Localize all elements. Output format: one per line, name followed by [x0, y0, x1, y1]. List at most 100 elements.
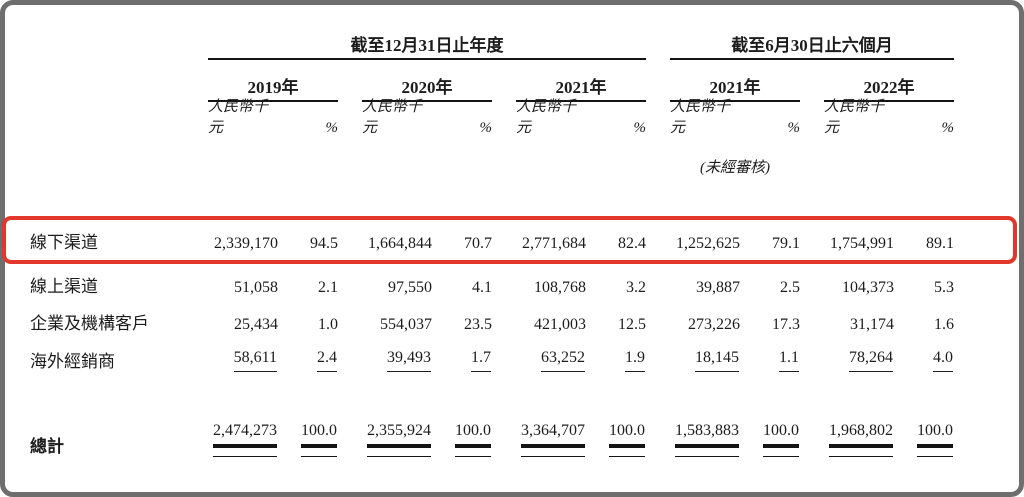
double-ruled-value: 3,364,707: [517, 422, 586, 457]
unaudited-note: (未經審核): [700, 160, 770, 176]
cell-percent: 100.0: [894, 422, 954, 457]
table-row-online-channels: 線上渠道 51,058 2.1 97,550 4.1 108,768 3.2 3…: [30, 271, 1024, 297]
total-label: 總計: [30, 437, 64, 456]
underlined-value: 39,493: [381, 349, 432, 372]
cell-percent: 94.5: [310, 235, 338, 252]
table-row-corporate-clients: 企業及機構客戶 25,434 1.0 554,037 23.5 421,003 …: [30, 308, 1024, 334]
cell-percent: 1.7: [432, 349, 492, 372]
percent-label: %: [479, 120, 493, 136]
cell-percent: 2.4: [278, 349, 338, 372]
cell-percent: 100.0: [740, 422, 800, 457]
double-ruled-value: 2,474,273: [209, 422, 278, 457]
cell-amount: 2,339,170: [214, 235, 278, 252]
cell-amount: 1,664,844: [368, 235, 432, 252]
year-header-2020: 2020年: [362, 76, 492, 102]
year-header-2021: 2021年: [516, 76, 646, 102]
cell-percent: 12.5: [618, 316, 646, 333]
cell-percent: 100.0: [278, 422, 338, 457]
percent-label: %: [325, 120, 339, 136]
cell-percent: 4.0: [894, 349, 954, 372]
cell-amount: 63,252: [516, 349, 586, 372]
cell-amount: 1,252,625: [676, 235, 740, 252]
cell-amount: 2,771,684: [522, 235, 586, 252]
cell-percent: 23.5: [464, 316, 492, 333]
cell-amount: 78,264: [824, 349, 894, 372]
cell-amount: 18,145: [670, 349, 740, 372]
cell-amount: 51,058: [234, 279, 278, 296]
cell-amount: 3,364,707: [516, 422, 586, 457]
double-ruled-value: 100.0: [605, 422, 646, 457]
row-label: 海外經銷商: [30, 352, 115, 371]
row-label: 線下渠道: [30, 233, 98, 252]
cell-percent: 1.0: [318, 316, 338, 333]
double-ruled-value: 1,583,883: [671, 422, 740, 457]
cell-percent: 4.1: [472, 279, 492, 296]
cell-amount: 39,887: [696, 279, 740, 296]
double-ruled-value: 2,355,924: [363, 422, 432, 457]
unit-label: 人民幣千元: [362, 99, 423, 136]
cell-amount: 39,493: [362, 349, 432, 372]
double-ruled-value: 100.0: [451, 422, 492, 457]
cell-percent: 1.9: [586, 349, 646, 372]
cell-percent: 2.5: [780, 279, 800, 296]
cell-amount: 2,355,924: [362, 422, 432, 457]
period-interim-header: 截至6月30日止六個月: [670, 33, 954, 60]
double-ruled-value: 100.0: [913, 422, 954, 457]
double-ruled-value: 100.0: [297, 422, 338, 457]
underlined-value: 1.7: [465, 349, 492, 372]
double-ruled-value: 1,968,802: [825, 422, 894, 457]
cell-percent: 89.1: [926, 235, 954, 252]
cell-amount: 25,434: [234, 316, 278, 333]
underlined-value: 58,611: [228, 349, 278, 372]
table-row-total: 總計 2,474,273 100.0 2,355,924 100.0 3,364…: [30, 422, 1024, 457]
double-ruled-value: 100.0: [759, 422, 800, 457]
year-header-2022-interim: 2022年: [824, 76, 954, 102]
cell-percent: 100.0: [586, 422, 646, 457]
cell-percent: 79.1: [772, 235, 800, 252]
table-row-overseas-distributors: 海外經銷商 58,611 2.4 39,493 1.7 63,252 1.9 1…: [30, 347, 1024, 372]
cell-percent: 5.3: [934, 279, 954, 296]
underlined-value: 1.1: [773, 349, 800, 372]
cell-percent: 17.3: [772, 316, 800, 333]
cell-amount: 58,611: [208, 349, 278, 372]
unit-label: 人民幣千元: [208, 99, 269, 136]
period-annual-header: 截至12月31日止年度: [208, 33, 646, 60]
percent-label: %: [787, 120, 801, 136]
year-header-row: 2019年 2020年 2021年 2021年 2022年: [30, 76, 1024, 102]
period-header-row: 截至12月31日止年度 截至6月30日止六個月: [30, 33, 1024, 60]
cell-amount: 273,226: [688, 316, 740, 333]
cell-percent: 3.2: [626, 279, 646, 296]
cell-percent: 70.7: [464, 235, 492, 252]
cell-amount: 31,174: [850, 316, 894, 333]
cell-amount: 1,583,883: [670, 422, 740, 457]
year-header-2019: 2019年: [208, 76, 338, 102]
cell-percent: 2.1: [318, 279, 338, 296]
cell-amount: 1,754,991: [830, 235, 894, 252]
cell-amount: 108,768: [534, 279, 586, 296]
underlined-value: 78,264: [843, 349, 894, 372]
unit-header-row: 人民幣千元 % 人民幣千元 % 人民幣千元 % 人民幣千元 % 人民幣千元 %: [30, 99, 1024, 137]
row-label: 企業及機構客戶: [30, 314, 149, 333]
unit-label: 人民幣千元: [670, 99, 731, 136]
revenue-table: 截至12月31日止年度 截至6月30日止六個月 2019年 2020年 2021…: [0, 0, 1024, 457]
unit-label: 人民幣千元: [824, 99, 885, 136]
underlined-value: 4.0: [927, 349, 954, 372]
cell-amount: 97,550: [388, 279, 432, 296]
cell-amount: 2,474,273: [208, 422, 278, 457]
table-row-offline-channels: 線下渠道 2,339,170 94.5 1,664,844 70.7 2,771…: [30, 227, 1024, 253]
row-label: 線上渠道: [30, 277, 98, 296]
underlined-value: 2.4: [311, 349, 338, 372]
cell-percent: 100.0: [432, 422, 492, 457]
underlined-value: 1.9: [619, 349, 646, 372]
percent-label: %: [941, 120, 955, 136]
year-header-2021-interim: 2021年: [670, 76, 800, 102]
cell-percent: 1.1: [740, 349, 800, 372]
underlined-value: 63,252: [535, 349, 586, 372]
cell-amount: 1,968,802: [824, 422, 894, 457]
cell-amount: 104,373: [842, 279, 894, 296]
unaudited-note-row: (未經審核): [30, 153, 1024, 177]
cell-percent: 1.6: [934, 316, 954, 333]
cell-percent: 82.4: [618, 235, 646, 252]
cell-amount: 421,003: [534, 316, 586, 333]
